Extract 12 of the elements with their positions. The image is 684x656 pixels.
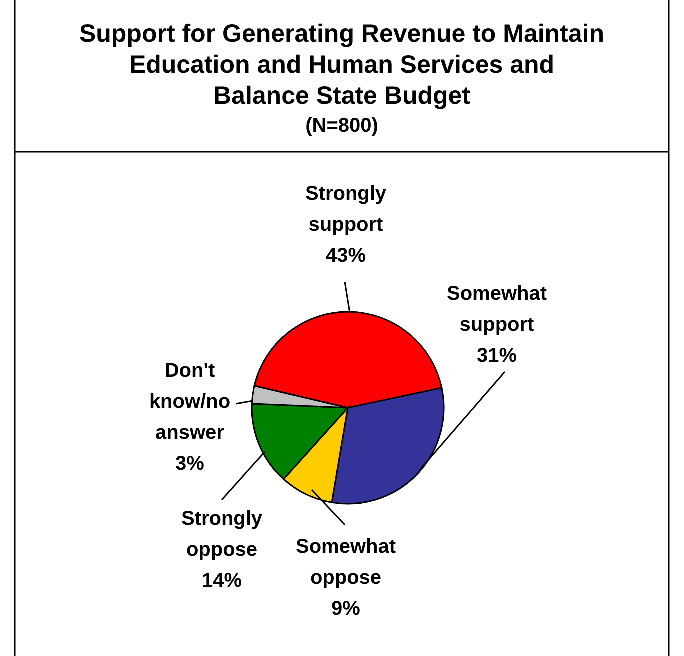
chart-title: Support for Generating Revenue to Maintain Education and Human Services and Balance State Budget <box>79 20 605 110</box>
data-label: 3% <box>176 453 205 475</box>
slice-label: Strongly oppose <box>181 508 264 561</box>
slice-label: Strongly support <box>305 183 388 236</box>
slice-label: Somewhat oppose <box>296 536 396 589</box>
data-label: 9% <box>332 598 361 620</box>
data-label: 31% <box>476 345 518 367</box>
data-label: 14% <box>202 570 242 592</box>
chart-subtitle: (N=800) <box>306 115 378 137</box>
data-label: 43% <box>326 245 366 267</box>
slice-label: Don't know/no answer <box>149 360 231 444</box>
slice-label: Somewhat support <box>446 283 548 336</box>
